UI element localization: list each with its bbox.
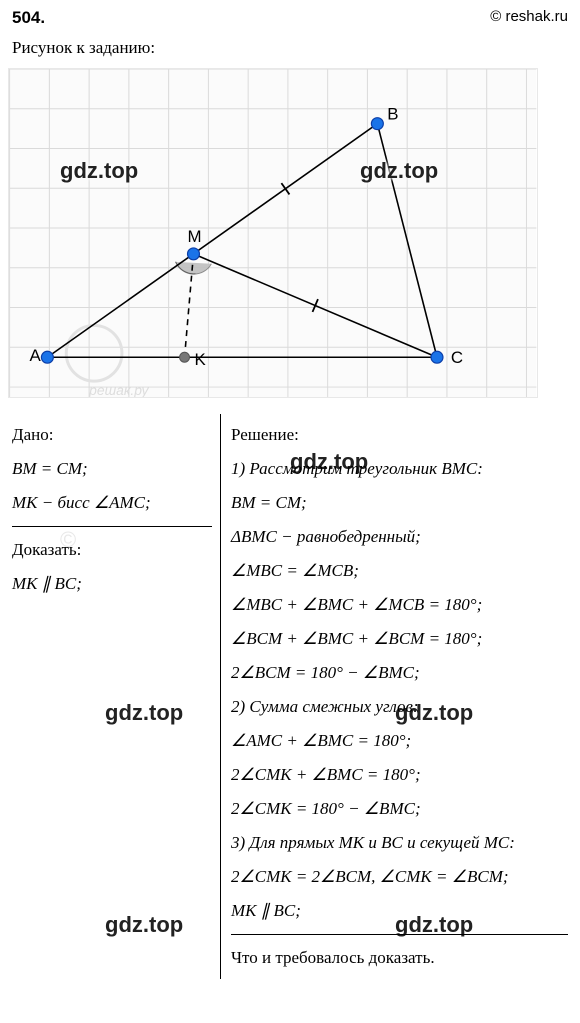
solution-line: 2∠CMK + ∠BMC = 180°; xyxy=(231,758,568,792)
solution-line: 2∠BCM = 180° − ∠BMC; xyxy=(231,656,568,690)
separator-rule xyxy=(231,934,568,935)
given-line: BM = CM; xyxy=(12,452,212,486)
svg-text:K: K xyxy=(194,350,206,369)
solution-two-column: © Дано: BM = CM; MK − бисс ∠AMC; Доказат… xyxy=(0,398,580,989)
prove-line: MK ∥ BC; xyxy=(12,567,212,601)
solution-line: ΔBMC − равнобедренный; xyxy=(231,520,568,554)
solution-line: BM = CM; xyxy=(231,486,568,520)
svg-text:M: M xyxy=(188,227,202,246)
given-title: Дано: xyxy=(12,418,212,452)
solution-line: 2) Сумма смежных углов: xyxy=(231,690,568,724)
diagram-container: решак.ру A B C M K xyxy=(0,68,580,398)
svg-text:решак.ру: решак.ру xyxy=(88,382,149,398)
solution-line: ∠MBC + ∠BMC + ∠MCB = 180°; xyxy=(231,588,568,622)
figure-caption: Рисунок к заданию: xyxy=(0,32,580,68)
svg-text:B: B xyxy=(387,105,398,124)
page-header: 504. © reshak.ru xyxy=(0,0,580,32)
source-copyright: © reshak.ru xyxy=(490,8,568,28)
solution-line: ∠AMC + ∠BMC = 180°; xyxy=(231,724,568,758)
solution-line: ∠MBC = ∠MCB; xyxy=(231,554,568,588)
solution-line: 2∠CMK = 180° − ∠BMC; xyxy=(231,792,568,826)
solution-line: MK ∥ BC; xyxy=(231,894,568,928)
given-prove-column: Дано: BM = CM; MK − бисс ∠AMC; Доказать:… xyxy=(10,414,220,979)
solution-line: ∠BCM + ∠BMC + ∠BCM = 180°; xyxy=(231,622,568,656)
solution-title: Решение: xyxy=(231,418,568,452)
geometry-diagram: решак.ру A B C M K xyxy=(8,68,538,398)
solution-line: Что и требовалось доказать. xyxy=(231,941,568,975)
separator-rule xyxy=(12,526,212,527)
svg-text:A: A xyxy=(29,346,41,365)
given-line: MK − бисс ∠AMC; xyxy=(12,486,212,520)
svg-text:C: C xyxy=(451,348,463,367)
solution-line: 1) Рассмотрим треугольник BMC: xyxy=(231,452,568,486)
prove-title: Доказать: xyxy=(12,533,212,567)
solution-line: 3) Для прямых MK и BC и секущей MC: xyxy=(231,826,568,860)
solution-line: 2∠CMK = 2∠BCM, ∠CMK = ∠BCM; xyxy=(231,860,568,894)
problem-number: 504. xyxy=(12,8,45,28)
solution-column: Решение: 1) Рассмотрим треугольник BMC: … xyxy=(221,414,570,979)
